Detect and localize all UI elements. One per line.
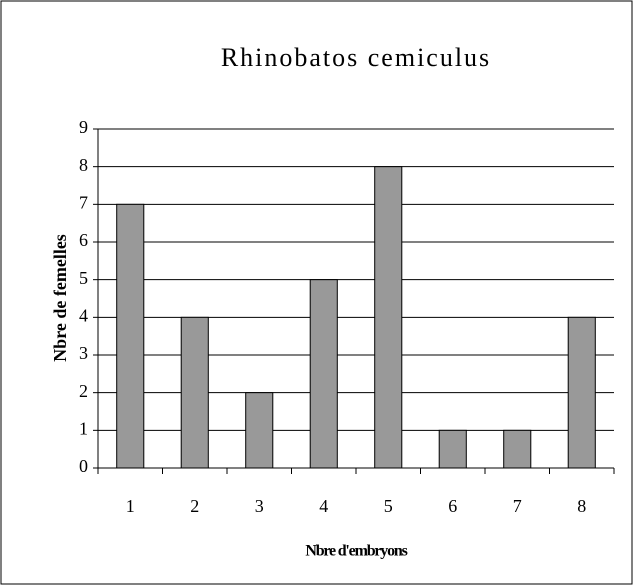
y-tick-label: 5 bbox=[79, 268, 88, 288]
y-tick-label: 0 bbox=[79, 456, 88, 476]
chart-title: Rhinobatos cemiculus bbox=[221, 43, 491, 72]
bar bbox=[309, 279, 338, 469]
bar bbox=[503, 429, 532, 469]
x-tick-label: 6 bbox=[448, 496, 457, 516]
x-tick-label: 3 bbox=[255, 496, 264, 516]
x-axis-label: Nbre d'embryons bbox=[305, 543, 407, 560]
y-tick-label: 6 bbox=[79, 230, 88, 250]
bar bbox=[374, 166, 403, 469]
bar bbox=[567, 316, 596, 469]
x-tick-label: 4 bbox=[319, 496, 328, 516]
bar bbox=[245, 392, 274, 469]
y-tick-label: 3 bbox=[79, 343, 88, 363]
bar bbox=[180, 316, 209, 469]
x-tick-label: 1 bbox=[126, 496, 135, 516]
x-tick-label: 7 bbox=[513, 496, 522, 516]
y-tick-label: 2 bbox=[79, 381, 88, 401]
y-tick-label: 7 bbox=[79, 192, 88, 212]
y-tick-label: 4 bbox=[79, 305, 88, 325]
x-tick-label: 8 bbox=[577, 496, 586, 516]
y-axis-label: Nbre de femelles bbox=[50, 234, 70, 362]
y-tick-label: 1 bbox=[79, 418, 88, 438]
y-tick-label: 9 bbox=[79, 117, 88, 137]
y-tick-label: 8 bbox=[79, 155, 88, 175]
bar bbox=[438, 429, 467, 469]
bar bbox=[116, 203, 145, 469]
x-tick-label: 5 bbox=[384, 496, 393, 516]
x-tick-label: 2 bbox=[190, 496, 199, 516]
